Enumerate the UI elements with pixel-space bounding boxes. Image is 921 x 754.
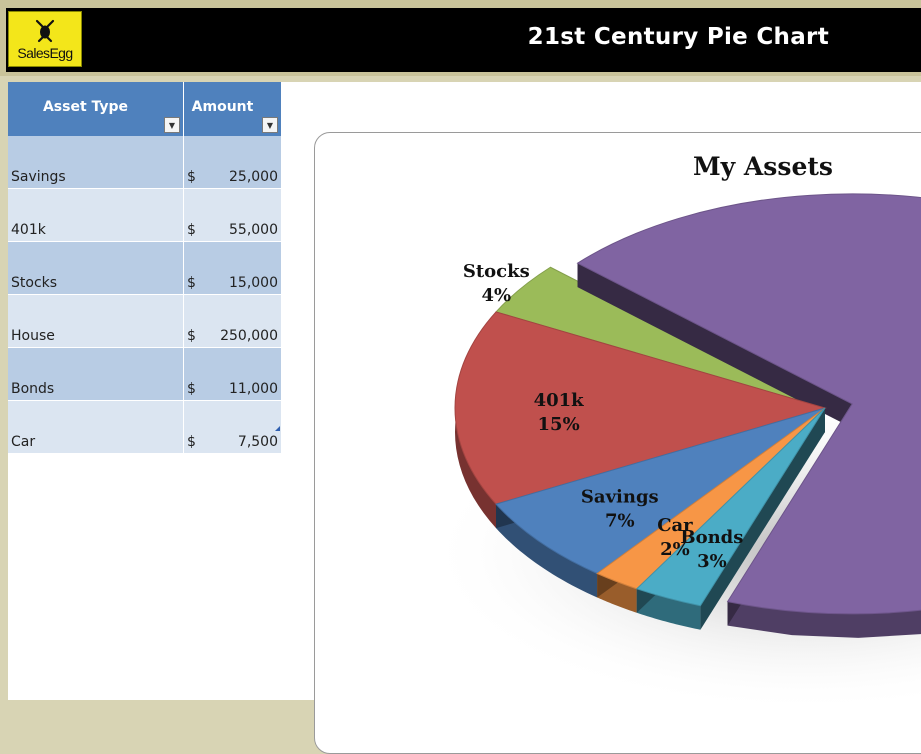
table-row: 401k $55,000 [8, 188, 281, 242]
pie-slice-house[interactable] [576, 193, 921, 615]
amount-cell[interactable]: $7,500 [183, 400, 281, 454]
assets-table: Asset Type ▼ Amount ▼ Savings $25,000 40… [8, 82, 281, 454]
asset-type-cell[interactable]: Car [8, 400, 184, 454]
currency-symbol: $ [187, 169, 196, 185]
table-row: Car $7,500 [8, 400, 281, 454]
table-resize-handle[interactable] [275, 426, 280, 431]
amount-value: 25,000 [229, 169, 278, 185]
amount-cell[interactable]: $15,000 [183, 241, 281, 295]
column-header-label: Asset Type [42, 99, 129, 115]
spreadsheet-area: Asset Type ▼ Amount ▼ Savings $25,000 40… [8, 82, 921, 754]
pie-slice-savings[interactable] [495, 407, 826, 575]
asset-type-cell[interactable]: 401k [8, 188, 184, 242]
column-header-asset-type: Asset Type ▼ [8, 82, 184, 136]
slice-label-stocks: Stocks [463, 261, 530, 282]
amount-cell[interactable]: $11,000 [183, 347, 281, 401]
title-bar [6, 8, 921, 72]
filter-dropdown-icon[interactable]: ▼ [164, 117, 180, 133]
chart-area[interactable]: My Assets Savings 7% 401k 15% Stocks 4% Bonds 3… [314, 132, 921, 754]
currency-symbol: $ [187, 434, 196, 450]
currency-symbol: $ [187, 222, 196, 238]
amount-value: 250,000 [220, 328, 278, 344]
slice-label-401k: 401k [534, 390, 585, 411]
currency-symbol: $ [187, 381, 196, 397]
asset-type-cell[interactable]: Savings [8, 136, 184, 189]
filter-dropdown-icon[interactable]: ▼ [262, 117, 278, 133]
pie-chart: My Assets Savings 7% 401k 15% Stocks 4% Bonds 3… [425, 152, 921, 713]
slice-percent-car: 2% [660, 539, 690, 560]
slice-label-car: Car [657, 515, 693, 536]
amount-value: 15,000 [229, 275, 278, 291]
currency-symbol: $ [187, 328, 196, 344]
page-title: 21st Century Pie Chart [527, 24, 829, 50]
table-row: Stocks $15,000 [8, 241, 281, 295]
pie-slice-bonds[interactable] [635, 407, 826, 607]
pie-slice-side-savings [496, 504, 598, 598]
header: SalesEgg 21st Century Pie Chart [0, 0, 921, 76]
slice-percent-bonds: 3% [697, 551, 727, 572]
table-row: House $250,000 [8, 294, 281, 348]
table-row: Bonds $11,000 [8, 347, 281, 401]
amount-cell[interactable]: $55,000 [183, 188, 281, 242]
asset-type-cell[interactable]: House [8, 294, 184, 348]
logo-text: SalesEgg [17, 45, 72, 61]
pie-slice-401k[interactable] [454, 311, 827, 505]
pie-slice-cut-bonds-0 [700, 408, 825, 630]
chart-title: My Assets [693, 152, 833, 181]
asset-type-cell[interactable]: Stocks [8, 241, 184, 295]
pie-slice-side-bonds [636, 588, 701, 630]
amount-value: 55,000 [229, 222, 278, 238]
amount-cell[interactable]: $25,000 [183, 136, 281, 189]
salesegg-logo[interactable]: SalesEgg [8, 11, 82, 67]
pie-slice-cut-house-0 [577, 263, 853, 428]
table-row: Savings $25,000 [8, 136, 281, 189]
slice-percent-savings: 7% [605, 510, 635, 531]
slice-percent-stocks: 4% [481, 285, 511, 306]
column-header-amount: Amount ▼ [183, 82, 281, 136]
slice-label-bonds: Bonds [680, 527, 743, 548]
amount-cell[interactable]: $250,000 [183, 294, 281, 348]
egg-figure-icon [35, 19, 55, 43]
asset-type-cell[interactable]: Bonds [8, 347, 184, 401]
currency-symbol: $ [187, 275, 196, 291]
column-header-label: Amount [191, 99, 254, 115]
slice-percent-401k: 15% [538, 414, 580, 435]
slice-label-savings: Savings [581, 486, 659, 507]
amount-value: 7,500 [237, 434, 278, 450]
amount-value: 11,000 [229, 381, 278, 397]
